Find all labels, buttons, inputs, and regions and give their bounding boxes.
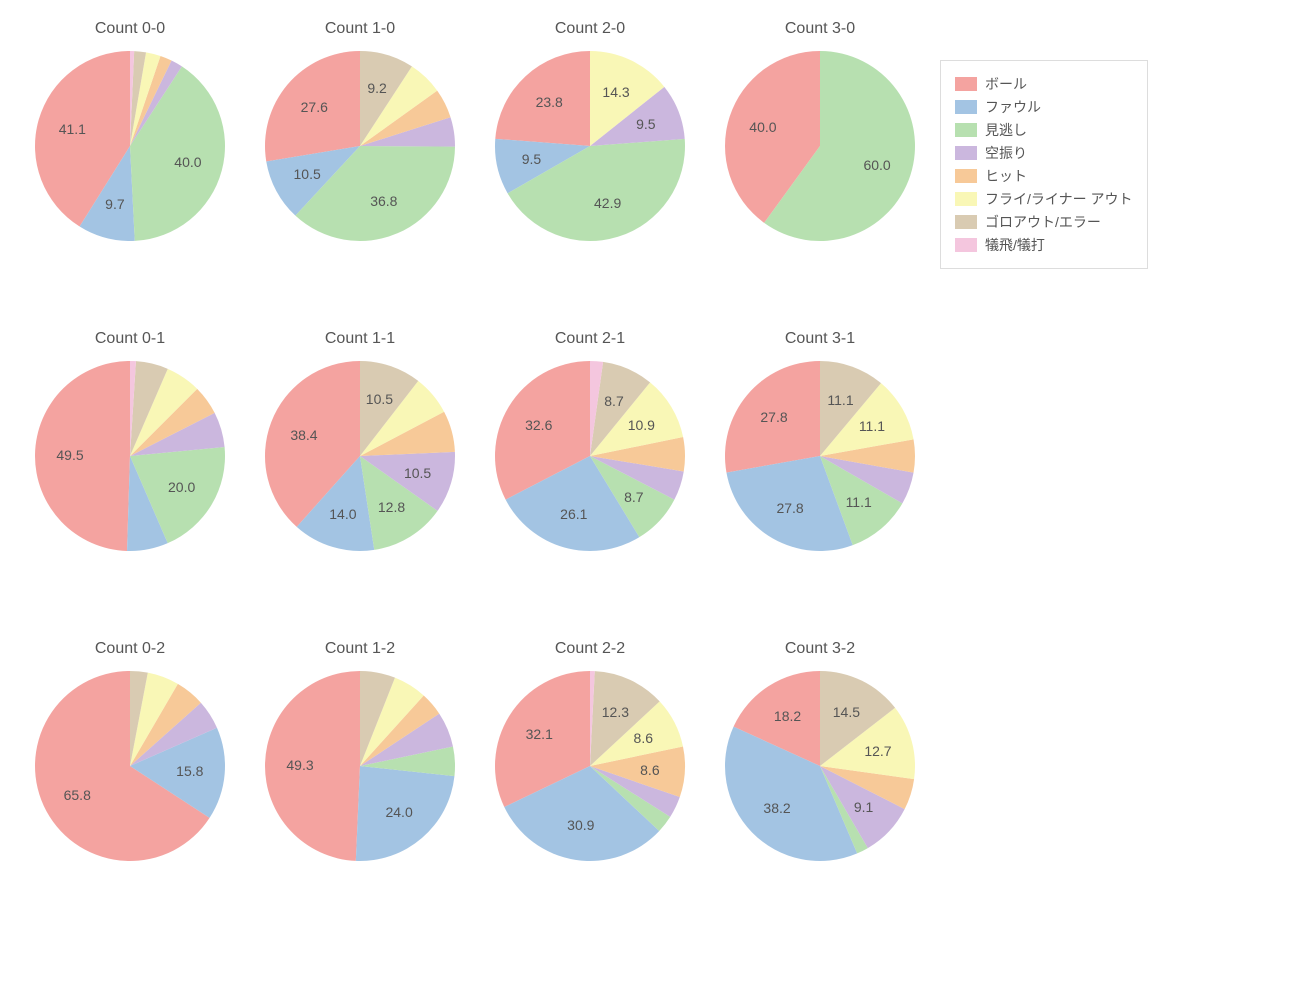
pie-wrap: 27.827.811.111.111.1 — [720, 356, 920, 556]
legend-label: ヒット — [985, 166, 1027, 186]
pie-count-0-1: Count 0-1 49.520.0 — [20, 330, 240, 630]
chart-title: Count 0-0 — [95, 20, 165, 38]
legend-item-ball: ボール — [955, 74, 1133, 94]
pie-svg — [260, 356, 460, 556]
chart-title: Count 3-1 — [785, 330, 855, 348]
legend-label: ファウル — [985, 97, 1041, 117]
pie-count-0-2: Count 0-2 65.815.8 — [20, 640, 240, 940]
pie-count-3-2: Count 3-2 18.238.29.112.714.5 — [710, 640, 930, 940]
slice-foul — [356, 766, 455, 861]
legend-label: 見逃し — [985, 120, 1027, 140]
legend-item-swing: 空振り — [955, 143, 1133, 163]
pie-wrap: 41.19.740.0 — [30, 46, 230, 246]
pie-count-2-1: Count 2-1 32.626.18.710.98.7 — [480, 330, 700, 630]
slice-ball — [265, 671, 360, 861]
pie-svg — [490, 666, 690, 866]
legend-label: フライ/ライナー アウト — [985, 189, 1133, 209]
pie-wrap: 38.414.012.810.510.5 — [260, 356, 460, 556]
pie-svg — [720, 666, 920, 866]
chart-title: Count 0-2 — [95, 640, 165, 658]
legend-item-groundout: ゴロアウト/エラー — [955, 212, 1133, 232]
pie-count-1-0: Count 1-0 27.610.536.89.2 — [250, 20, 470, 320]
pie-wrap: 40.060.0 — [720, 46, 920, 246]
pie-wrap: 32.626.18.710.98.7 — [490, 356, 690, 556]
chart-title: Count 2-2 — [555, 640, 625, 658]
legend: ボールファウル見逃し空振りヒットフライ/ライナー アウトゴロアウト/エラー犠飛/… — [940, 60, 1148, 269]
pie-svg — [490, 46, 690, 246]
legend-item-hit: ヒット — [955, 166, 1133, 186]
pie-wrap: 49.324.0 — [260, 666, 460, 866]
chart-title: Count 3-0 — [785, 20, 855, 38]
pie-count-0-0: Count 0-0 41.19.740.0 — [20, 20, 240, 320]
chart-title: Count 1-2 — [325, 640, 395, 658]
slice-ball — [265, 51, 360, 161]
legend-label: 空振り — [985, 143, 1027, 163]
slice-ball — [725, 361, 820, 473]
legend-swatch — [955, 123, 977, 137]
pie-svg — [720, 356, 920, 556]
legend-swatch — [955, 100, 977, 114]
legend-item-flyout: フライ/ライナー アウト — [955, 189, 1133, 209]
legend-swatch — [955, 238, 977, 252]
pie-svg — [260, 666, 460, 866]
legend-item-looking: 見逃し — [955, 120, 1133, 140]
legend-swatch — [955, 215, 977, 229]
pie-wrap: 18.238.29.112.714.5 — [720, 666, 920, 866]
chart-title: Count 3-2 — [785, 640, 855, 658]
chart-grid: Count 0-0 41.19.740.0 Count 1-0 27.610.536.… — [20, 20, 1280, 940]
pie-count-3-1: Count 3-1 27.827.811.111.111.1 — [710, 330, 930, 630]
pie-svg — [720, 46, 920, 246]
legend-swatch — [955, 192, 977, 206]
pie-count-3-0: Count 3-0 40.060.0 — [710, 20, 930, 320]
legend-swatch — [955, 77, 977, 91]
legend-label: ゴロアウト/エラー — [985, 212, 1101, 232]
pie-count-1-2: Count 1-2 49.324.0 — [250, 640, 470, 940]
pie-count-2-0: Count 2-0 23.89.542.99.514.3 — [480, 20, 700, 320]
slice-ball — [35, 361, 130, 551]
pie-svg — [490, 356, 690, 556]
legend-swatch — [955, 146, 977, 160]
legend-item-sac: 犠飛/犠打 — [955, 235, 1133, 255]
pie-svg — [260, 46, 460, 246]
pie-wrap: 23.89.542.99.514.3 — [490, 46, 690, 246]
pie-svg — [30, 666, 230, 866]
legend-item-foul: ファウル — [955, 97, 1133, 117]
slice-ball — [495, 51, 590, 146]
pie-count-2-2: Count 2-2 32.130.98.68.612.3 — [480, 640, 700, 940]
chart-title: Count 0-1 — [95, 330, 165, 348]
legend-label: ボール — [985, 74, 1027, 94]
pie-count-1-1: Count 1-1 38.414.012.810.510.5 — [250, 330, 470, 630]
pie-svg — [30, 46, 230, 246]
chart-title: Count 2-1 — [555, 330, 625, 348]
pie-wrap: 49.520.0 — [30, 356, 230, 556]
pie-wrap: 32.130.98.68.612.3 — [490, 666, 690, 866]
pie-svg — [30, 356, 230, 556]
pie-wrap: 27.610.536.89.2 — [260, 46, 460, 246]
legend-swatch — [955, 169, 977, 183]
chart-title: Count 2-0 — [555, 20, 625, 38]
pie-wrap: 65.815.8 — [30, 666, 230, 866]
chart-title: Count 1-0 — [325, 20, 395, 38]
chart-title: Count 1-1 — [325, 330, 395, 348]
legend-label: 犠飛/犠打 — [985, 235, 1045, 255]
